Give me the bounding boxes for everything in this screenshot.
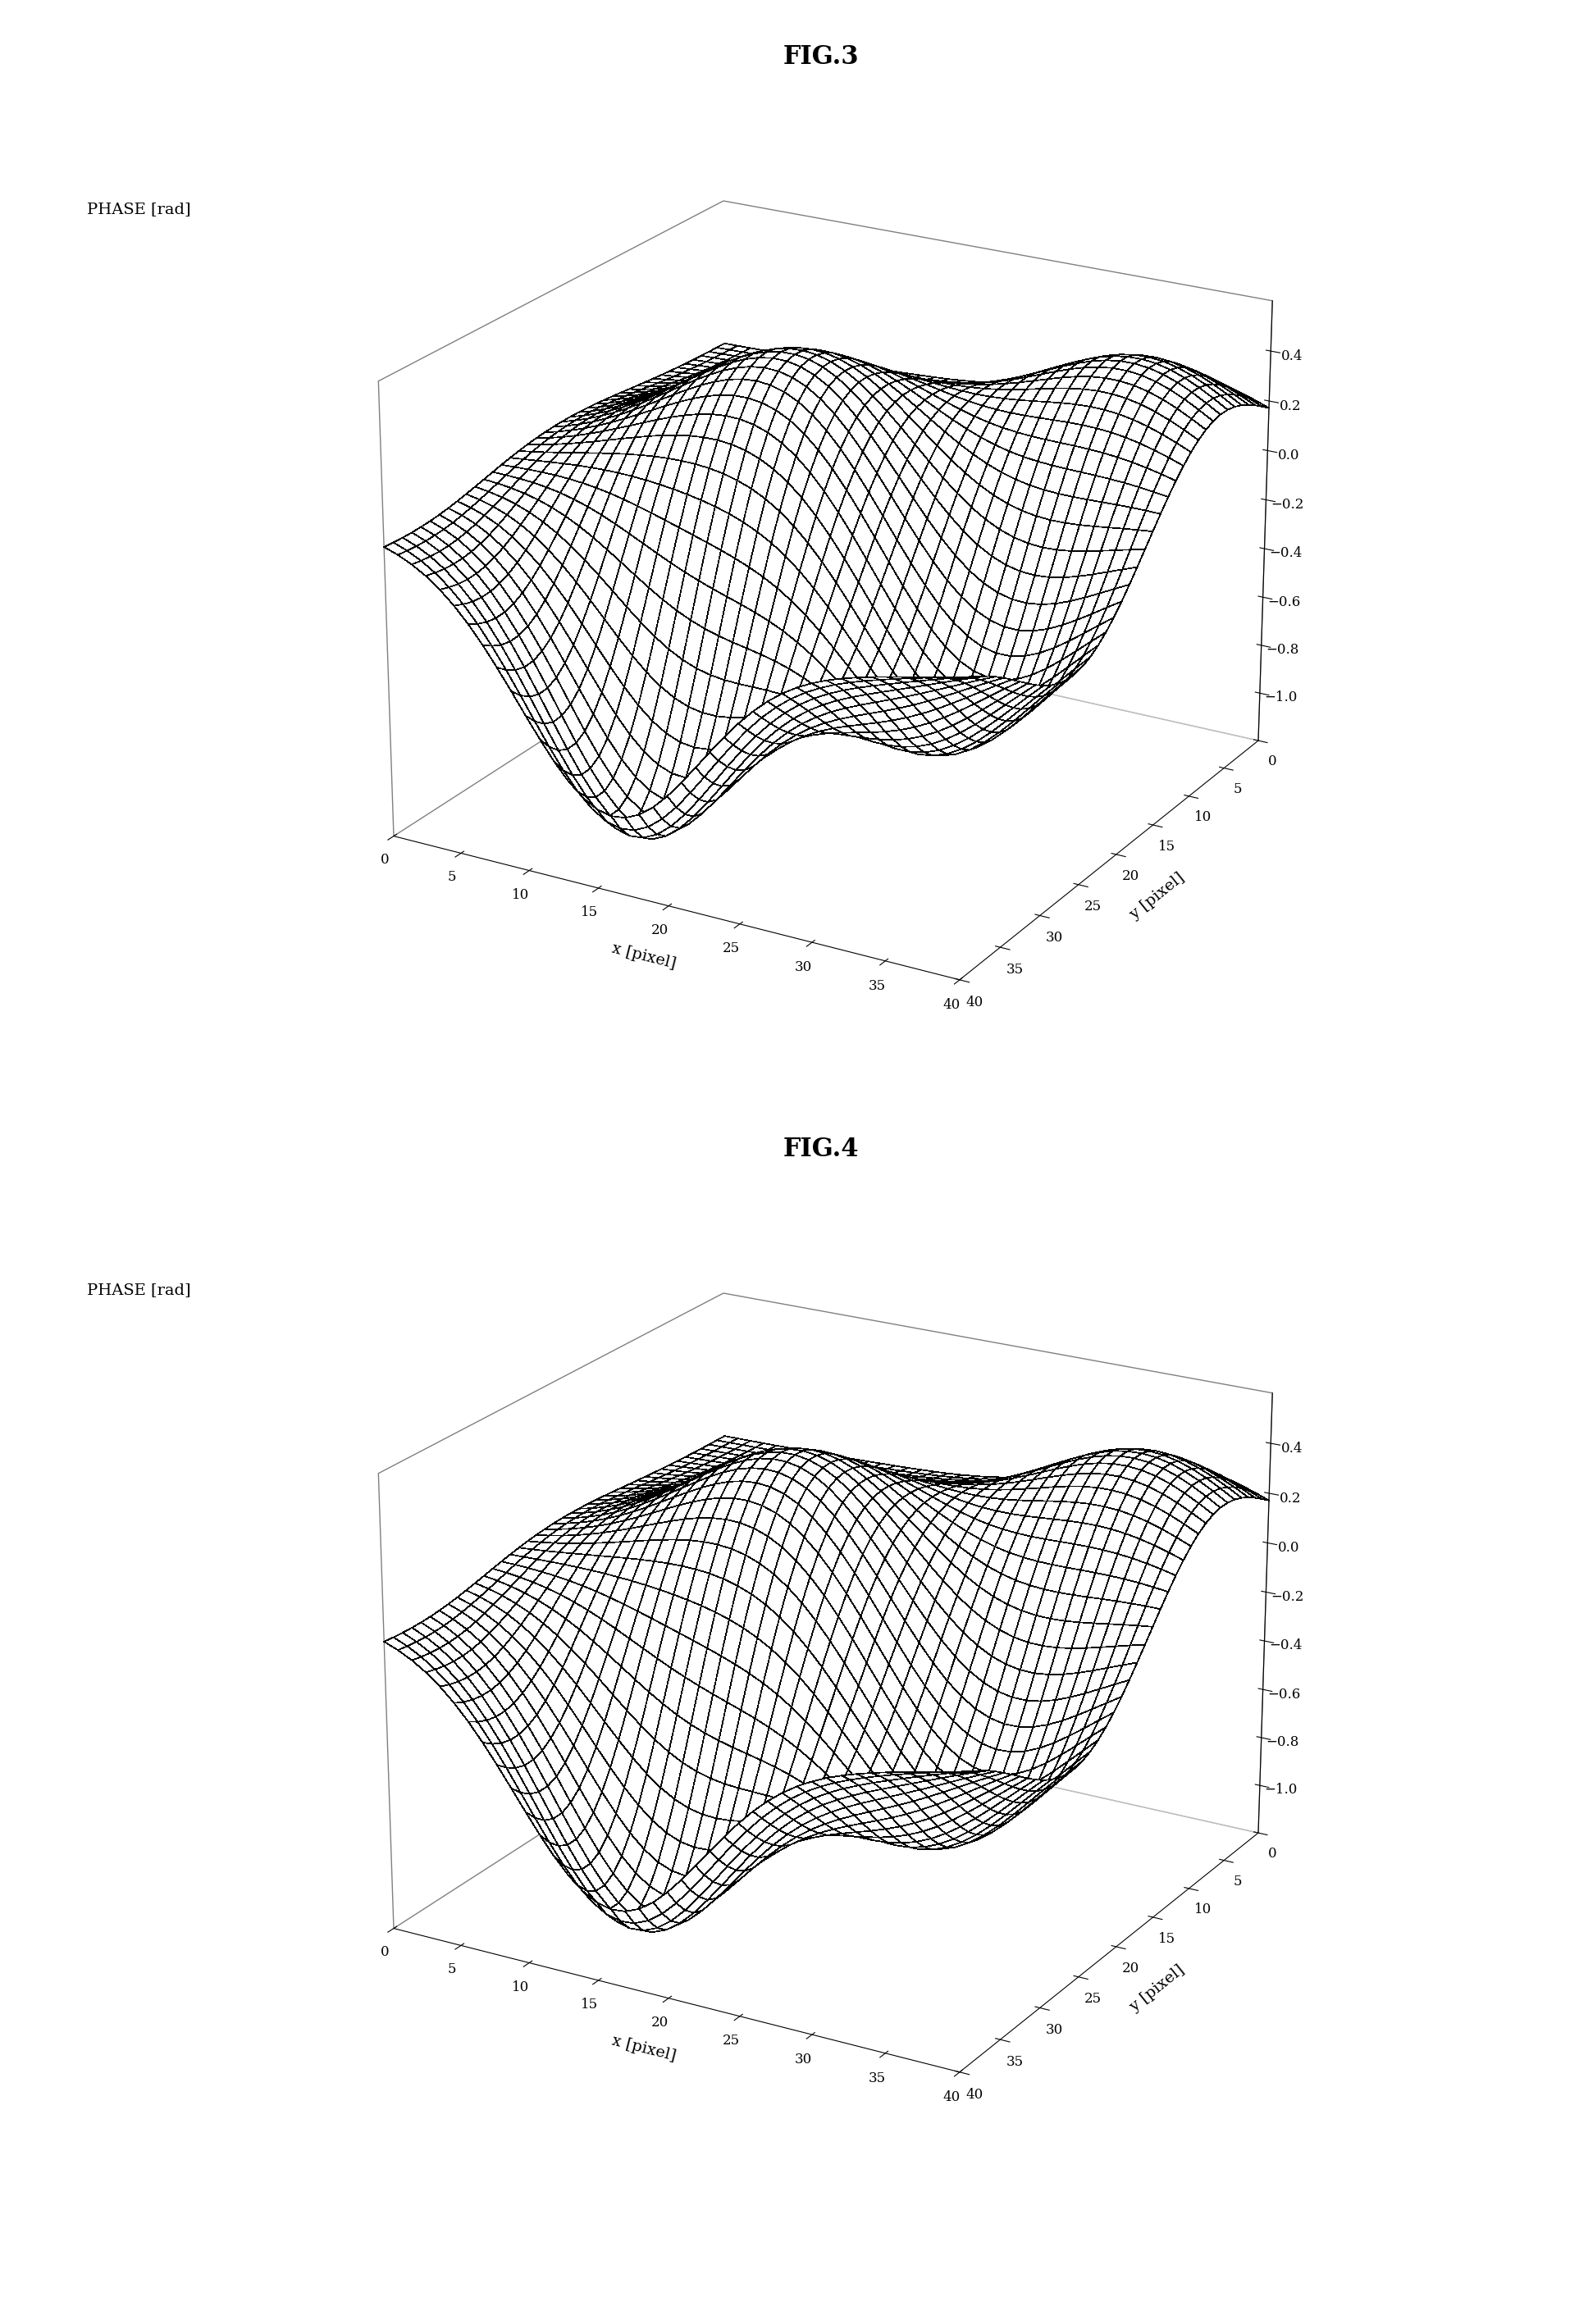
Y-axis label: y [pixel]: y [pixel]	[1127, 1961, 1187, 2015]
X-axis label: x [pixel]: x [pixel]	[609, 2034, 677, 2064]
Text: PHASE [rad]: PHASE [rad]	[87, 202, 191, 216]
X-axis label: x [pixel]: x [pixel]	[609, 941, 677, 971]
Title: FIG.3: FIG.3	[783, 44, 859, 70]
Title: FIG.4: FIG.4	[783, 1136, 859, 1162]
Text: PHASE [rad]: PHASE [rad]	[87, 1283, 191, 1297]
Y-axis label: y [pixel]: y [pixel]	[1127, 869, 1187, 923]
